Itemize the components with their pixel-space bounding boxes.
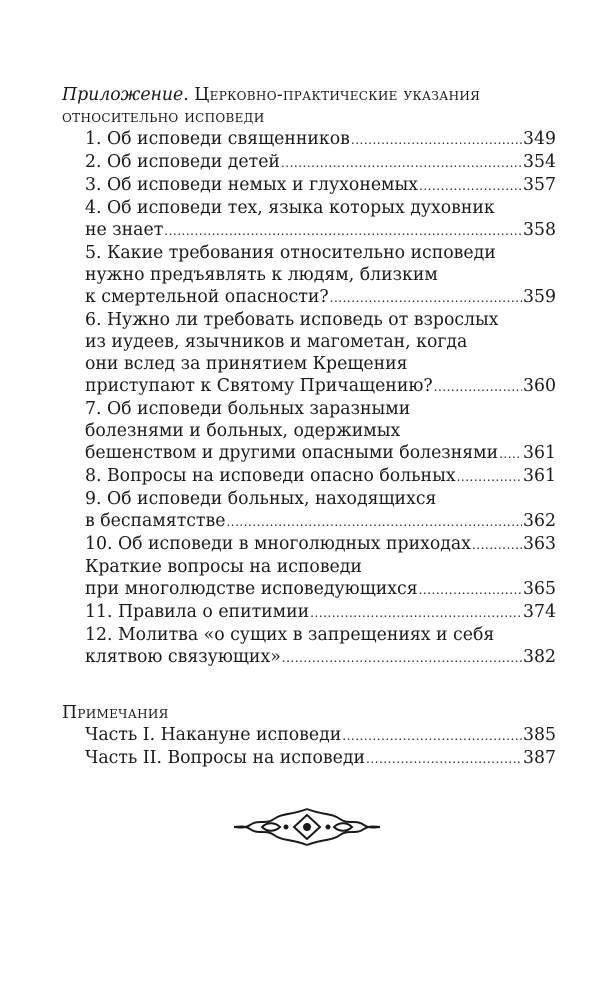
toc-entry-last-line: клятвою связующих» 382 [85, 646, 556, 669]
toc-entry-title: 1. Об исповеди священников [85, 129, 350, 149]
toc-entry-last-line: не знает 358 [85, 219, 556, 242]
table-of-contents: Приложение. Церковно-практические указан… [62, 84, 556, 770]
toc-entry-line: Краткие вопросы на исповеди [85, 557, 362, 577]
page-number: 354 [523, 152, 556, 172]
toc-entry-last-line: 1. Об исповеди священников 349 [85, 128, 556, 151]
toc-entry-title: 8. Вопросы на исповеди опасно больных [85, 466, 456, 486]
dot-leader [310, 601, 522, 624]
toc-entry-last-line: при многолюдстве исповедующихся 365 [85, 578, 556, 601]
toc-entry-last-line: 10. Об исповеди в многолюдных приходах 36… [85, 533, 556, 556]
toc-entry-title: 2. Об исповеди детей [85, 152, 280, 172]
toc-entry-last-line: к смертельной опасности? 359 [85, 286, 556, 309]
toc-entry-title: Часть II. Вопросы на исповеди [85, 748, 366, 768]
toc-entry[interactable]: 11. Правила о епитимии 374 [62, 601, 556, 624]
page-number: 357 [523, 175, 556, 195]
toc-entry[interactable]: 5. Какие требования относительно исповед… [62, 242, 556, 309]
toc-entry-last-line: Часть I. Накануне исповеди 385 [85, 724, 556, 747]
toc-entry[interactable]: 4. Об исповеди тех, языка которых духовн… [62, 197, 556, 242]
notes-title: Примечания [62, 703, 169, 723]
dot-leader [330, 286, 522, 309]
appendix-title-line1: Церковно-практические указания [194, 85, 481, 105]
toc-entry[interactable]: Часть I. Накануне исповеди 385 [62, 724, 556, 747]
toc-entry[interactable]: 7. Об исповеди больных заразными болезням… [62, 398, 556, 465]
appendix-heading: Приложение. Церковно-практические указан… [62, 84, 556, 128]
toc-entry[interactable]: 3. Об исповеди немых и глухонемых 357 [62, 174, 556, 197]
page-number: 361 [523, 443, 556, 463]
toc-entry-line: 9. Об исповеди больных, находящихся [85, 489, 437, 509]
toc-entry-last-line: 8. Вопросы на исповеди опасно больных 361 [85, 465, 556, 488]
toc-entry-title: не знает [85, 220, 164, 240]
toc-entry[interactable]: 9. Об исповеди больных, находящихся в бес… [62, 488, 556, 533]
page-number: 385 [523, 725, 556, 745]
appendix-title-line2: относительно исповеди [62, 107, 265, 127]
page-number: 363 [523, 534, 556, 554]
page-number: 382 [523, 647, 556, 667]
toc-entry-line: нужно предъявлять к людям, близким [85, 265, 438, 285]
page-number: 362 [523, 511, 556, 531]
dot-leader [366, 747, 522, 770]
notes-entries: Часть I. Накануне исповеди385Часть II. В… [62, 724, 556, 770]
page-number: 359 [523, 287, 556, 307]
toc-entry-line: 12. Молитва «о сущих в запрещениях и себ… [85, 625, 495, 645]
dot-leader [351, 128, 522, 151]
toc-entry-line: из иудеев, язычников и магометан, когда [85, 332, 468, 352]
toc-entry-title: к смертельной опасности? [85, 287, 329, 307]
toc-entry[interactable]: 1. Об исповеди священников 349 [62, 128, 556, 151]
toc-entry-title: Часть I. Накануне исповеди [85, 725, 342, 745]
toc-entry-line: 4. Об исповеди тех, языка которых духовн… [85, 198, 495, 218]
dot-leader [419, 578, 522, 601]
toc-entry-title: клятвою связующих» [85, 647, 281, 667]
toc-entry-last-line: 11. Правила о епитимии 374 [85, 601, 556, 624]
toc-entry-title: в беспамятстве [85, 511, 226, 531]
toc-entry-title: 3. Об исповеди немых и глухонемых [85, 175, 419, 195]
toc-entry-last-line: в беспамятстве 362 [85, 510, 556, 533]
dot-leader [164, 219, 522, 242]
toc-entry[interactable]: 8. Вопросы на исповеди опасно больных 361 [62, 465, 556, 488]
dot-leader [472, 533, 522, 556]
decorative-ornament-icon [233, 808, 381, 846]
toc-entry-title: 11. Правила о епитимии [85, 602, 310, 622]
toc-entry-line: 6. Нужно ли требовать исповедь от взросл… [85, 310, 499, 330]
dot-leader [499, 442, 522, 465]
toc-entry-title: приступают к Святому Причащению? [85, 376, 433, 396]
toc-entry-last-line: приступают к Святому Причащению? 360 [85, 375, 556, 398]
toc-entry[interactable]: Краткие вопросы на исповеди при многолюдс… [62, 556, 556, 601]
dot-leader [282, 646, 522, 669]
page-number: 374 [523, 602, 556, 622]
toc-entry-last-line: 3. Об исповеди немых и глухонемых 357 [85, 174, 556, 197]
dot-leader [342, 724, 522, 747]
toc-entry-last-line: бешенством и другими опасными болезнями 3… [85, 442, 556, 465]
page-number: 387 [523, 748, 556, 768]
notes-section: Примечания Часть I. Накануне исповеди 385… [62, 702, 556, 770]
toc-entry-title: бешенством и другими опасными болезнями [85, 443, 499, 463]
toc-entry-last-line: 2. Об исповеди детей 354 [85, 151, 556, 174]
toc-entry[interactable]: 12. Молитва «о сущих в запрещениях и себ… [62, 624, 556, 669]
page-number: 358 [523, 220, 556, 240]
dot-leader [434, 375, 522, 398]
dot-leader [457, 465, 522, 488]
toc-entry[interactable]: Часть II. Вопросы на исповеди 387 [62, 747, 556, 770]
appendix-entries: 1. Об исповеди священников3492. Об испов… [62, 128, 556, 669]
toc-entry[interactable]: 10. Об исповеди в многолюдных приходах 36… [62, 533, 556, 556]
page-number: 365 [523, 579, 556, 599]
dot-leader [281, 151, 522, 174]
toc-entry-title: 10. Об исповеди в многолюдных приходах [85, 534, 471, 554]
toc-entry[interactable]: 6. Нужно ли требовать исповедь от взросл… [62, 309, 556, 398]
page-number: 361 [523, 466, 556, 486]
toc-entry-last-line: Часть II. Вопросы на исповеди 387 [85, 747, 556, 770]
dot-leader [226, 510, 522, 533]
toc-entry-line: 5. Какие требования относительно исповед… [85, 243, 496, 263]
toc-entry-line: болезнями и больных, одержимых [85, 421, 401, 441]
toc-entry-line: они вслед за принятием Крещения [85, 354, 408, 374]
page-number: 360 [523, 376, 556, 396]
toc-entry-title: при многолюдстве исповедующихся [85, 579, 418, 599]
toc-entry-line: 7. Об исповеди больных заразными [85, 399, 411, 419]
dot-leader [419, 174, 522, 197]
page-number: 349 [523, 129, 556, 149]
appendix-label: Приложение. [62, 85, 189, 105]
toc-entry[interactable]: 2. Об исповеди детей 354 [62, 151, 556, 174]
